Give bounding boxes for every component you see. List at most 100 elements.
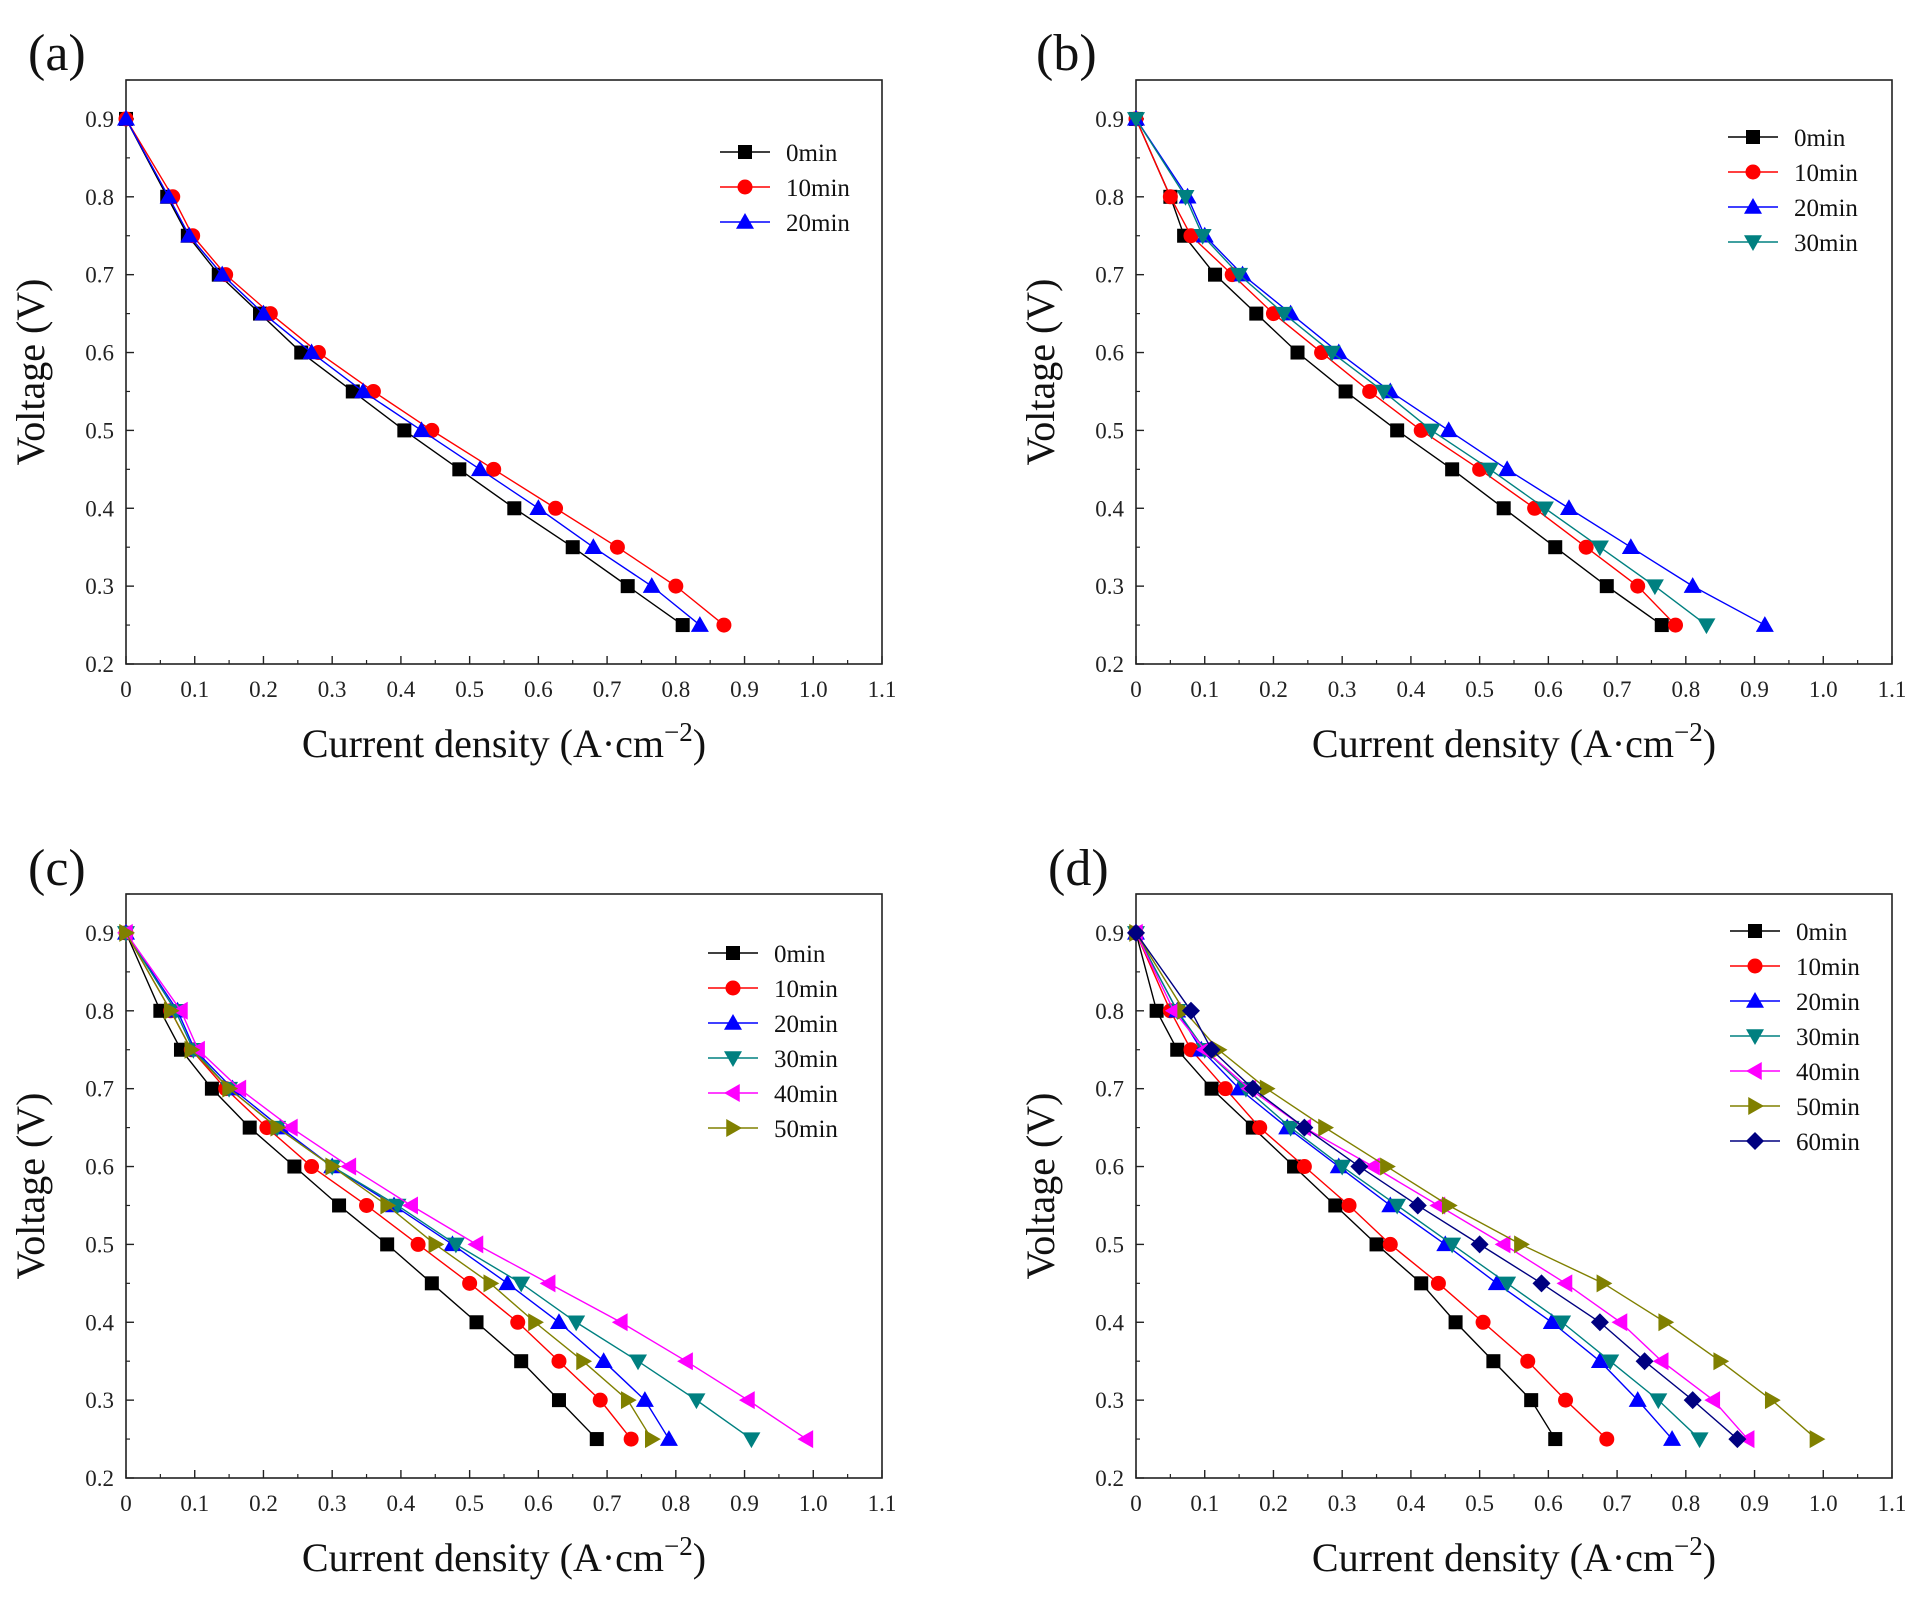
data-point-0min-9 — [1496, 501, 1511, 516]
data-point-40min-10 — [1652, 1352, 1669, 1371]
data-point-60min-5 — [1350, 1157, 1369, 1176]
data-point-30min-10 — [1590, 540, 1609, 557]
data-point-50min-10 — [576, 1352, 593, 1371]
data-point-50min-3 — [1259, 1079, 1276, 1098]
data-point-30min-11 — [1649, 1393, 1668, 1410]
y-tick-label: 0.8 — [85, 999, 114, 1024]
data-point-10min-12 — [716, 617, 732, 633]
data-point-0min-9 — [1448, 1315, 1463, 1330]
legend-label: 0min — [1794, 125, 1846, 152]
y-tick-label: 0.7 — [85, 1077, 114, 1102]
data-point-10min-8 — [1430, 1275, 1446, 1291]
data-point-20min-1 — [159, 187, 178, 204]
data-point-40min-1 — [1164, 1001, 1181, 1020]
legend-marker-10min — [737, 179, 753, 195]
data-point-40min-7 — [467, 1235, 484, 1254]
y-tick-label: 0.8 — [85, 185, 114, 210]
data-point-30min-5 — [1322, 345, 1341, 362]
data-point-50min-9 — [1658, 1313, 1675, 1332]
data-point-50min-4 — [1318, 1118, 1334, 1137]
data-point-20min-12 — [1663, 1430, 1682, 1446]
x-tick-label: 0.3 — [1328, 677, 1357, 702]
data-point-0min-8 — [1445, 462, 1460, 477]
data-point-50min-6 — [380, 1196, 397, 1215]
data-point-10min-11 — [668, 578, 684, 594]
series-10min — [1128, 111, 1684, 633]
data-point-50min-0 — [119, 923, 135, 942]
x-tick-label: 0.5 — [1465, 1491, 1494, 1516]
data-point-0min-9 — [507, 501, 522, 516]
panel-label: (b) — [1036, 25, 1097, 82]
x-tick-label: 1.1 — [868, 677, 897, 702]
x-tick-label: 0.3 — [318, 677, 347, 702]
data-point-20min-5 — [302, 343, 321, 360]
data-point-40min-8 — [539, 1274, 556, 1293]
x-tick-label: 0.1 — [1190, 1491, 1219, 1516]
data-point-0min-6 — [1328, 1198, 1343, 1213]
data-point-30min-10 — [1601, 1354, 1620, 1371]
y-tick-label: 0.3 — [1095, 574, 1124, 599]
data-point-20min-10 — [1590, 1352, 1609, 1368]
x-axis-title-end: ) — [693, 721, 706, 766]
y-tick-label: 0.3 — [85, 574, 114, 599]
data-point-20min-7 — [1439, 421, 1458, 438]
data-point-0min-11 — [620, 579, 635, 594]
data-point-40min-9 — [611, 1313, 628, 1332]
plot-frame — [125, 893, 883, 1479]
data-point-20min-11 — [1628, 1391, 1647, 1407]
series-line-20min — [1135, 118, 1766, 626]
x-axis-title-text: Current density (A·cm — [1312, 1535, 1674, 1580]
data-point-10min-1 — [1162, 189, 1178, 205]
x-tick-label: 0.1 — [180, 1491, 209, 1516]
data-point-0min-12 — [589, 1432, 604, 1447]
x-axis-title-text: Current density (A·cm — [302, 721, 664, 766]
legend-marker-20min — [1746, 992, 1764, 1008]
x-tick-label: 0.5 — [455, 677, 484, 702]
x-axis-title-end: ) — [1703, 721, 1716, 766]
data-point-20min-9 — [1559, 499, 1578, 516]
series-10min — [118, 925, 639, 1447]
legend-label: 10min — [774, 976, 838, 1003]
data-point-20min-11 — [642, 577, 661, 593]
y-tick-label: 0.2 — [85, 652, 114, 677]
series-line-40min — [125, 932, 807, 1440]
data-point-40min-7 — [1494, 1235, 1511, 1254]
series-40min — [117, 923, 814, 1449]
x-tick-label: 0.9 — [1740, 677, 1769, 702]
y-tick-label: 0.9 — [1095, 107, 1124, 132]
legend-marker-10min — [725, 980, 741, 996]
data-point-10min-11 — [1558, 1392, 1574, 1408]
legend-label: 30min — [1796, 1024, 1860, 1051]
series-20min — [1127, 109, 1774, 632]
data-point-60min-8 — [1532, 1274, 1551, 1293]
data-point-50min-2 — [184, 1040, 201, 1059]
data-point-20min-10 — [594, 1352, 613, 1368]
x-axis-title: Current density (A·cm−2) — [1312, 717, 1716, 766]
y-tick-label: 0.6 — [85, 1155, 114, 1180]
data-point-10min-8 — [486, 461, 502, 477]
panel-label: (c) — [28, 840, 86, 897]
data-point-50min-8 — [483, 1274, 500, 1293]
y-tick-label: 0.7 — [1095, 1077, 1124, 1102]
data-point-30min-8 — [1498, 1276, 1517, 1293]
data-point-40min-3 — [230, 1079, 247, 1098]
data-point-0min-3 — [204, 1081, 219, 1096]
data-point-20min-9 — [529, 499, 548, 516]
data-point-20min-11 — [1683, 577, 1702, 593]
panel-label: (a) — [28, 25, 86, 82]
y-tick-label: 0.4 — [1095, 496, 1124, 521]
data-point-50min-3 — [222, 1079, 239, 1098]
data-point-20min-10 — [584, 538, 603, 554]
data-point-0min-11 — [1524, 1393, 1539, 1408]
x-tick-label: 0.8 — [661, 1491, 690, 1516]
x-tick-label: 1.0 — [799, 677, 828, 702]
legend-marker-10min — [1747, 958, 1763, 974]
x-tick-label: 1.1 — [868, 1491, 897, 1516]
data-point-40min-5 — [340, 1157, 357, 1176]
data-point-30min-2 — [1193, 228, 1212, 245]
data-point-30min-8 — [512, 1276, 531, 1293]
data-point-10min-10 — [609, 539, 625, 555]
data-point-0min-6 — [1338, 384, 1353, 399]
data-point-30min-1 — [1176, 190, 1195, 206]
data-point-0min-7 — [1369, 1237, 1384, 1252]
